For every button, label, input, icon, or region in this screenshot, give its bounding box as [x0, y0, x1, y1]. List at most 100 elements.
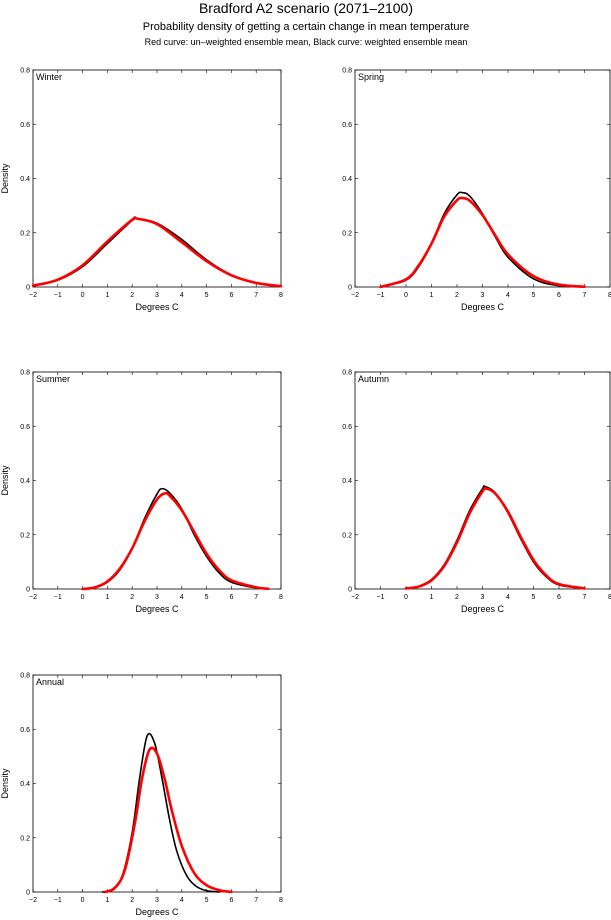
- x-tick-label: 2: [130, 292, 134, 299]
- x-tick-label: 8: [279, 594, 283, 601]
- y-tick-label: 0.2: [20, 230, 30, 237]
- y-tick-label: 0.8: [20, 673, 30, 680]
- panel-spring: −2 −1 0 1 2 3 4 5 6 7 8 0 0.2 0.4 0.6 0.8 Degrees C Sprin…: [342, 68, 611, 313]
- x-tick-label: 5: [205, 292, 209, 299]
- panel-label-summer: Summer: [36, 374, 70, 384]
- x-axis-label: Degrees C: [135, 604, 179, 614]
- plot-frame-spring: [354, 69, 611, 288]
- plot-frame-autumn: [354, 371, 611, 590]
- y-tick-label: 0.6: [342, 122, 352, 129]
- x-tick-label: 3: [155, 897, 159, 904]
- panel-autumn: −2 −1 0 1 2 3 4 5 6 7 8 0 0.2 0.4 0.6 0.8 Degrees C Autum…: [342, 370, 611, 615]
- x-tick-label: 5: [205, 594, 209, 601]
- x-tick-label: 6: [229, 897, 233, 904]
- x-axis-label: Degrees C: [461, 302, 505, 312]
- x-tick-label: 8: [608, 594, 611, 601]
- y-tick-label: 0.6: [20, 424, 30, 431]
- unweighted-curve-autumn: [404, 487, 586, 590]
- x-tick-label: 5: [532, 594, 536, 601]
- x-tick-label: −1: [377, 594, 385, 601]
- x-tick-label: 0: [81, 594, 85, 601]
- unweighted-curve-spring: [379, 196, 586, 289]
- x-tick-label: −1: [54, 897, 62, 904]
- x-tick-label: 1: [105, 594, 109, 601]
- y-tick-label: 0.4: [342, 176, 352, 183]
- y-tick-label: 0.8: [342, 370, 352, 377]
- x-tick-label: 6: [557, 292, 561, 299]
- y-tick-label: 0: [26, 587, 30, 594]
- panel-label-annual: Annual: [36, 677, 64, 687]
- x-tick-label: 2: [130, 897, 134, 904]
- x-tick-label: 0: [404, 292, 408, 299]
- unweighted-curve-winter: [31, 216, 283, 288]
- panels: −2 −1 0 1 2 3 4 5 6 7 8 0 0.2 0.4 0.6 0.8 Degrees C Densi…: [0, 68, 611, 918]
- chart-subtitle: Probability density of getting a certain…: [143, 21, 470, 33]
- weighted-curve-annual: [101, 732, 220, 893]
- y-axis-label: Density: [0, 768, 10, 799]
- x-tick-label: 6: [229, 292, 233, 299]
- x-tick-label: 6: [557, 594, 561, 601]
- x-tick-label: 1: [430, 292, 434, 299]
- y-tick-label: 0.6: [342, 424, 352, 431]
- y-tick-label: 0.8: [20, 68, 30, 75]
- panel-label-autumn: Autumn: [358, 374, 389, 384]
- x-tick-label: 2: [455, 594, 459, 601]
- y-axis-label: Density: [0, 465, 10, 496]
- plot-frame-winter: [32, 69, 282, 288]
- x-tick-label: 3: [155, 292, 159, 299]
- y-tick-label: 0.2: [342, 532, 352, 539]
- x-tick-label: 7: [254, 594, 258, 601]
- x-tick-label: 6: [229, 594, 233, 601]
- chart-note: Red curve: un–weighted ensemble mean, Bl…: [145, 37, 468, 47]
- x-tick-label: 3: [481, 292, 485, 299]
- x-tick-label: 1: [105, 292, 109, 299]
- x-tick-label: 4: [180, 292, 184, 299]
- x-tick-label: 7: [254, 897, 258, 904]
- x-tick-label: 5: [205, 897, 209, 904]
- x-tick-label: 4: [180, 594, 184, 601]
- x-tick-label: 4: [180, 897, 184, 904]
- x-tick-label: 2: [455, 292, 459, 299]
- y-tick-label: 0: [348, 587, 352, 594]
- x-tick-label: 1: [430, 594, 434, 601]
- x-tick-label: 2: [130, 594, 134, 601]
- x-tick-label: −2: [29, 594, 37, 601]
- x-tick-label: 0: [81, 292, 85, 299]
- x-tick-label: 7: [583, 292, 587, 299]
- x-tick-label: −1: [54, 594, 62, 601]
- plot-frame-summer: [32, 371, 282, 590]
- panel-summer: −2 −1 0 1 2 3 4 5 6 7 8 0 0.2 0.4 0.6 0.8 Degrees C Densi…: [0, 370, 283, 615]
- x-tick-label: 8: [279, 292, 283, 299]
- y-tick-label: 0: [348, 285, 352, 292]
- x-tick-label: −2: [351, 594, 359, 601]
- chart-title: Bradford A2 scenario (2071–2100): [199, 0, 413, 16]
- x-axis-label: Degrees C: [135, 907, 179, 917]
- y-tick-label: 0.4: [20, 781, 30, 788]
- unweighted-curve-summer: [81, 491, 270, 591]
- y-tick-label: 0.2: [20, 835, 30, 842]
- y-tick-label: 0.6: [20, 122, 30, 129]
- plot-frame-annual: [32, 674, 282, 893]
- x-tick-label: 7: [583, 594, 587, 601]
- x-tick-label: 3: [155, 594, 159, 601]
- panel-label-winter: Winter: [36, 72, 62, 82]
- y-tick-label: 0.4: [20, 176, 30, 183]
- y-tick-label: 0.6: [20, 727, 30, 734]
- x-tick-label: 7: [254, 292, 258, 299]
- panel-winter: −2 −1 0 1 2 3 4 5 6 7 8 0 0.2 0.4 0.6 0.8 Degrees C Densi…: [0, 68, 283, 313]
- x-tick-label: 4: [506, 292, 510, 299]
- x-tick-label: 8: [279, 897, 283, 904]
- x-tick-label: 0: [404, 594, 408, 601]
- x-tick-label: −1: [377, 292, 385, 299]
- x-tick-label: 3: [481, 594, 485, 601]
- y-tick-label: 0.4: [20, 478, 30, 485]
- weighted-curve-winter: [32, 217, 282, 287]
- unweighted-curve-annual: [103, 746, 233, 894]
- y-axis-label: Density: [0, 163, 10, 194]
- y-tick-label: 0.4: [342, 478, 352, 485]
- weighted-curve-spring: [379, 191, 586, 288]
- x-tick-label: −1: [54, 292, 62, 299]
- y-tick-label: 0: [26, 285, 30, 292]
- x-tick-label: 4: [506, 594, 510, 601]
